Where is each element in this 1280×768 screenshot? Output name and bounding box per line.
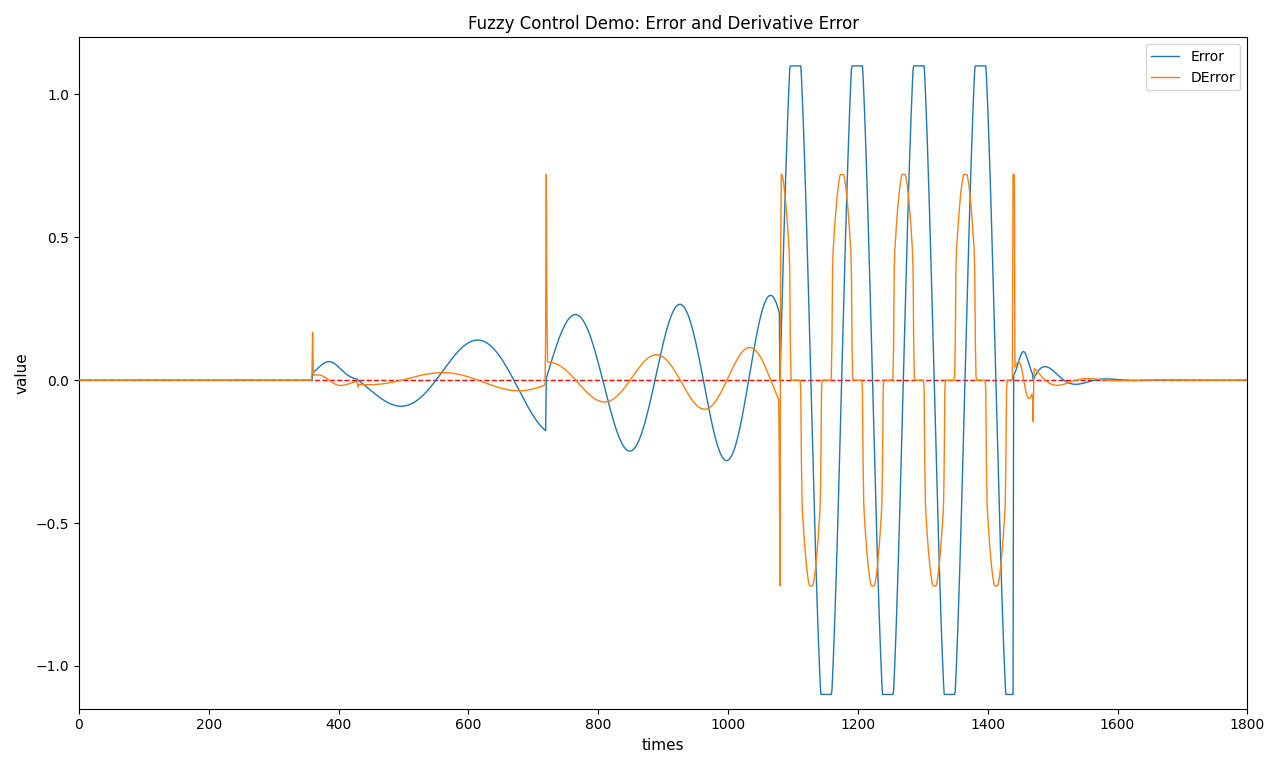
Line: DError: DError xyxy=(79,174,1247,586)
Error xyxy=(320,357,335,366)
Error xyxy=(869,552,884,561)
Line: Error: Error xyxy=(79,66,1247,694)
Error xyxy=(1239,376,1254,385)
Error xyxy=(72,376,87,385)
Error xyxy=(782,61,797,71)
DError xyxy=(869,562,884,571)
DError xyxy=(320,375,335,384)
Error xyxy=(548,344,563,353)
Title: Fuzzy Control Demo: Error and Derivative Error: Fuzzy Control Demo: Error and Derivative… xyxy=(467,15,859,33)
DError xyxy=(772,581,787,591)
DError xyxy=(508,386,524,396)
DError xyxy=(548,359,563,369)
DError xyxy=(138,376,154,385)
Error xyxy=(813,690,828,699)
Legend: Error, DError: Error, DError xyxy=(1146,45,1240,91)
DError xyxy=(72,376,87,385)
Error xyxy=(508,379,524,389)
Y-axis label: value: value xyxy=(15,353,29,394)
DError xyxy=(554,362,570,372)
DError xyxy=(539,170,554,179)
Error xyxy=(138,376,154,385)
Error xyxy=(553,328,568,337)
X-axis label: times: times xyxy=(641,738,685,753)
DError xyxy=(1239,376,1254,385)
